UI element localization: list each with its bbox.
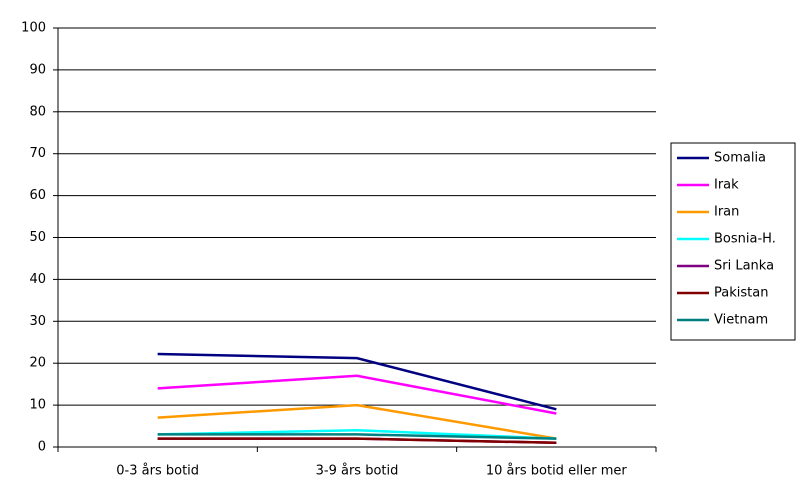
y-tick-label: 90 bbox=[29, 62, 46, 77]
legend-label: Sri Lanka bbox=[714, 259, 774, 274]
series-line bbox=[157, 433, 557, 440]
y-tick-label: 100 bbox=[21, 21, 46, 36]
legend-label: Iran bbox=[714, 205, 739, 220]
y-tick-label: 30 bbox=[29, 314, 46, 329]
y-tick-label: 50 bbox=[29, 230, 46, 245]
series-line bbox=[157, 374, 557, 415]
y-tick-label: 80 bbox=[29, 104, 46, 119]
y-tick-label: 40 bbox=[29, 272, 46, 287]
y-tick-label: 20 bbox=[29, 356, 46, 371]
legend-label: Somalia bbox=[714, 151, 766, 166]
series-line bbox=[157, 428, 557, 440]
y-tick-label: 0 bbox=[38, 440, 46, 455]
series-line bbox=[157, 352, 557, 411]
x-tick-label: 10 års botid eller mer bbox=[486, 464, 628, 479]
legend-box bbox=[670, 142, 796, 341]
series-line bbox=[157, 437, 557, 445]
series-line bbox=[157, 403, 557, 440]
legend-label: Pakistan bbox=[714, 286, 768, 301]
legend-label: Vietnam bbox=[714, 313, 768, 328]
y-tick-label: 70 bbox=[29, 146, 46, 161]
legend-label: Bosnia-H. bbox=[714, 232, 776, 247]
y-tick-label: 10 bbox=[29, 398, 46, 413]
x-tick-label: 0-3 års botid bbox=[116, 464, 199, 479]
x-tick-label: 3-9 års botid bbox=[316, 464, 399, 479]
y-tick-label: 60 bbox=[29, 188, 46, 203]
legend-label: Irak bbox=[714, 178, 739, 193]
